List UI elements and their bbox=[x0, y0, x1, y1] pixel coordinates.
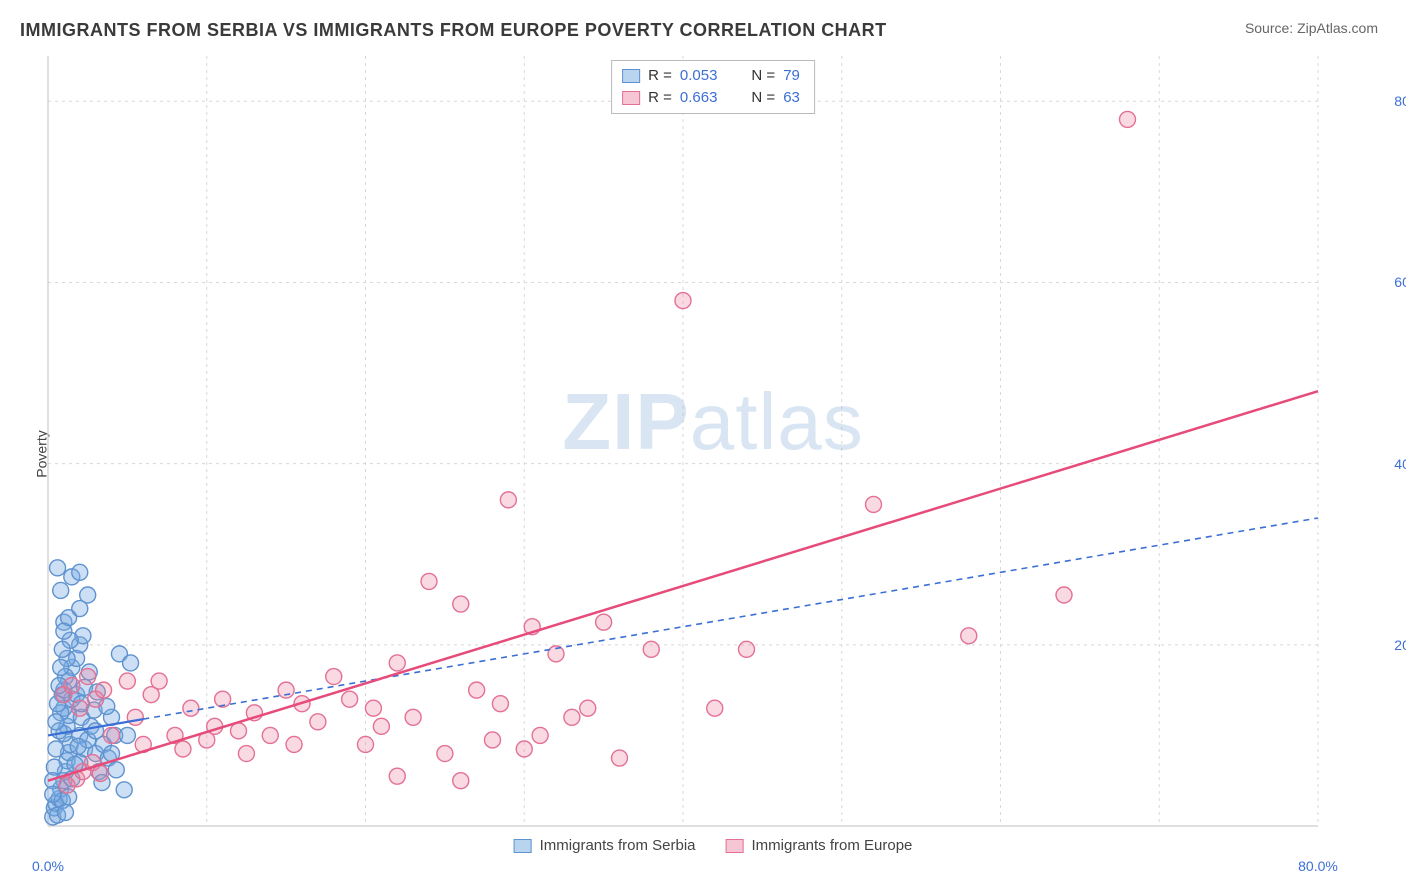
data-point bbox=[123, 655, 139, 671]
data-point bbox=[54, 641, 70, 657]
r-value: 0.663 bbox=[680, 87, 718, 109]
data-point bbox=[92, 765, 108, 781]
data-point bbox=[612, 750, 628, 766]
data-point bbox=[326, 669, 342, 685]
data-point bbox=[500, 492, 516, 508]
y-tick-label: 20.0% bbox=[1384, 637, 1406, 653]
data-point bbox=[389, 655, 405, 671]
data-point bbox=[453, 596, 469, 612]
data-point bbox=[183, 700, 199, 716]
source-label: Source: ZipAtlas.com bbox=[1245, 20, 1378, 36]
data-point bbox=[580, 700, 596, 716]
data-point bbox=[108, 762, 124, 778]
data-point bbox=[80, 587, 96, 603]
n-value: 79 bbox=[783, 65, 800, 87]
x-tick-label: 80.0% bbox=[1298, 858, 1338, 874]
data-point bbox=[45, 786, 61, 802]
data-point bbox=[492, 696, 508, 712]
data-point bbox=[70, 738, 86, 754]
trend-line bbox=[143, 518, 1318, 719]
data-point bbox=[342, 691, 358, 707]
n-value: 63 bbox=[783, 87, 800, 109]
n-label: N = bbox=[751, 87, 775, 109]
data-point bbox=[358, 736, 374, 752]
data-point bbox=[56, 623, 72, 639]
data-point bbox=[119, 673, 135, 689]
data-point bbox=[532, 727, 548, 743]
data-point bbox=[72, 700, 88, 716]
data-point bbox=[643, 641, 659, 657]
data-point bbox=[373, 718, 389, 734]
data-point bbox=[485, 732, 501, 748]
data-point bbox=[53, 659, 69, 675]
r-label: R = bbox=[648, 87, 672, 109]
data-point bbox=[596, 614, 612, 630]
n-label: N = bbox=[751, 65, 775, 87]
data-point bbox=[286, 736, 302, 752]
data-point bbox=[53, 582, 69, 598]
data-point bbox=[151, 673, 167, 689]
data-point bbox=[262, 727, 278, 743]
legend-swatch bbox=[514, 839, 532, 853]
y-tick-label: 40.0% bbox=[1384, 456, 1406, 472]
legend-label: Immigrants from Serbia bbox=[540, 837, 696, 854]
data-point bbox=[127, 709, 143, 725]
data-point bbox=[238, 746, 254, 762]
data-point bbox=[1056, 587, 1072, 603]
legend-item: Immigrants from Serbia bbox=[514, 837, 696, 854]
data-point bbox=[48, 714, 64, 730]
data-point bbox=[72, 564, 88, 580]
data-point bbox=[1120, 111, 1136, 127]
legend-label: Immigrants from Europe bbox=[751, 837, 912, 854]
data-point bbox=[116, 782, 132, 798]
data-point bbox=[453, 773, 469, 789]
data-point bbox=[961, 628, 977, 644]
r-label: R = bbox=[648, 65, 672, 87]
data-point bbox=[405, 709, 421, 725]
legend-row: R = 0.053 N = 79 bbox=[622, 65, 800, 87]
y-tick-label: 80.0% bbox=[1384, 93, 1406, 109]
data-point bbox=[119, 727, 135, 743]
data-point bbox=[175, 741, 191, 757]
data-point bbox=[104, 727, 120, 743]
data-point bbox=[707, 700, 723, 716]
data-point bbox=[675, 293, 691, 309]
data-point bbox=[389, 768, 405, 784]
scatter-plot bbox=[48, 56, 1378, 852]
data-point bbox=[421, 573, 437, 589]
legend-swatch bbox=[622, 69, 640, 83]
y-tick-label: 60.0% bbox=[1384, 274, 1406, 290]
data-point bbox=[80, 669, 96, 685]
data-point bbox=[365, 700, 381, 716]
data-point bbox=[64, 678, 80, 694]
data-point bbox=[278, 682, 294, 698]
data-point bbox=[57, 804, 73, 820]
series-legend: Immigrants from Serbia Immigrants from Eu… bbox=[514, 837, 913, 854]
chart-area: Poverty ZIPatlas R =0.053N =79R =0.663N … bbox=[48, 56, 1378, 852]
data-point bbox=[50, 560, 66, 576]
x-tick-label: 0.0% bbox=[32, 858, 64, 874]
data-point bbox=[516, 741, 532, 757]
r-value: 0.053 bbox=[680, 65, 718, 87]
data-point bbox=[310, 714, 326, 730]
data-point bbox=[564, 709, 580, 725]
correlation-legend: R = 0.053 N = 79 R = 0.663 N = 63 bbox=[611, 60, 815, 114]
data-point bbox=[866, 496, 882, 512]
data-point bbox=[96, 682, 112, 698]
legend-swatch bbox=[725, 839, 743, 853]
data-point bbox=[437, 746, 453, 762]
chart-title: IMMIGRANTS FROM SERBIA VS IMMIGRANTS FRO… bbox=[20, 20, 887, 41]
data-point bbox=[48, 741, 64, 757]
legend-item: Immigrants from Europe bbox=[725, 837, 912, 854]
data-point bbox=[739, 641, 755, 657]
data-point bbox=[469, 682, 485, 698]
legend-row: R = 0.663 N = 63 bbox=[622, 87, 800, 109]
legend-swatch bbox=[622, 91, 640, 105]
